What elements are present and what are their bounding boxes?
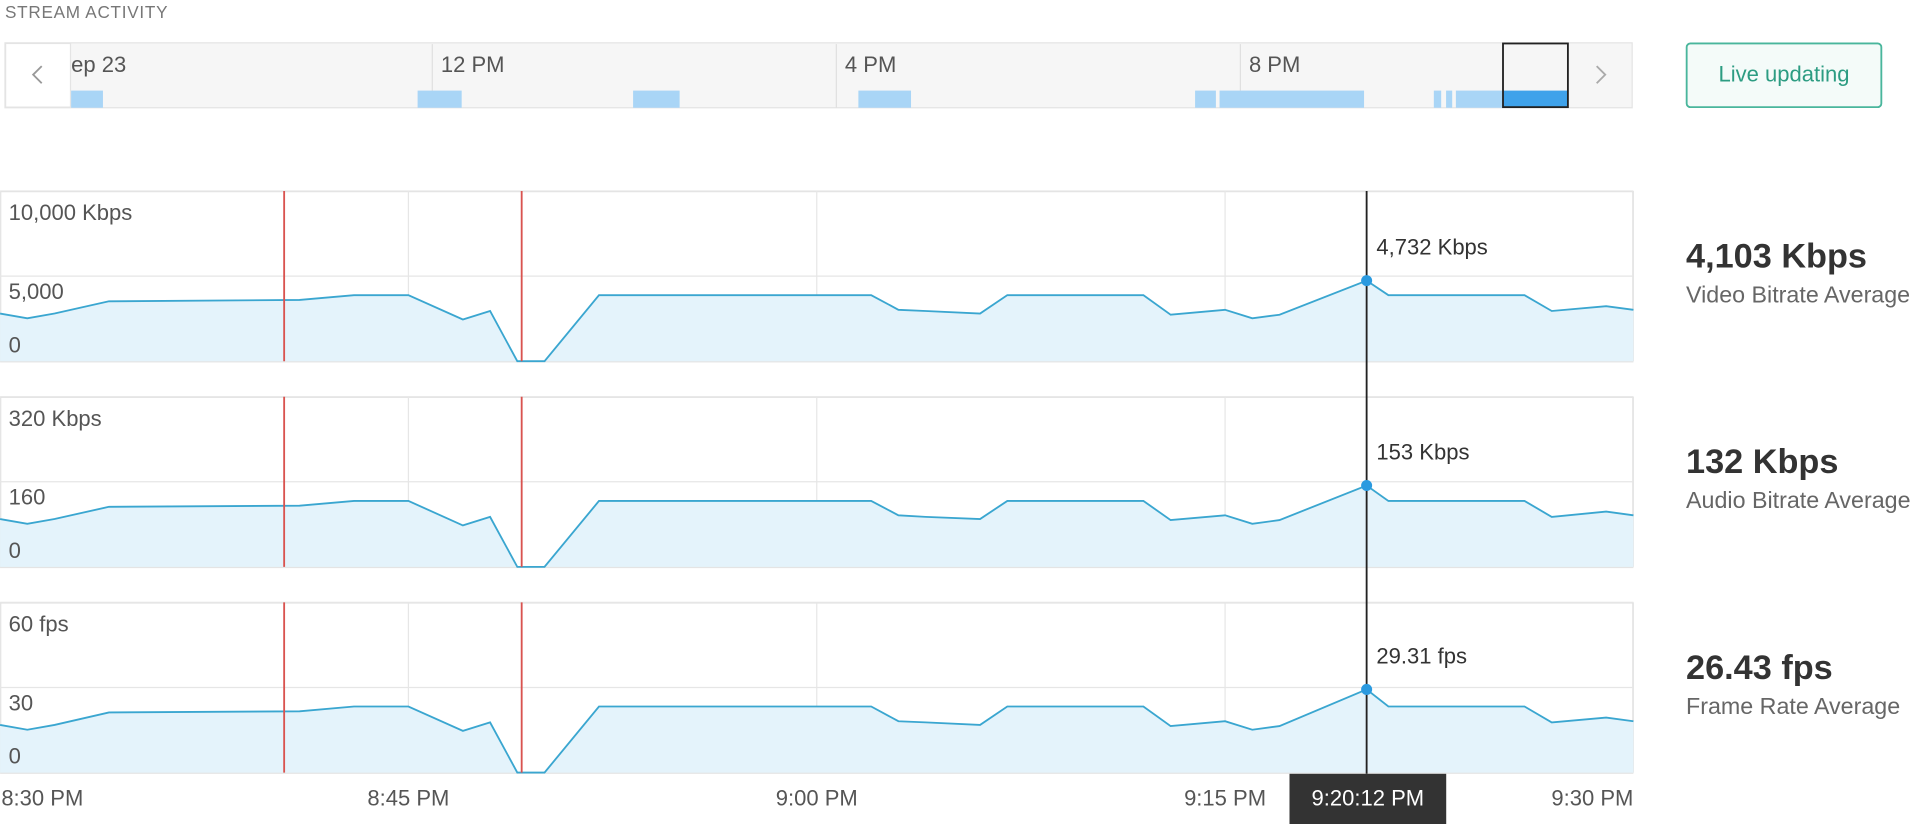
timeline-label: 8 PM: [1249, 52, 1300, 77]
x-tick-label: 9:30 PM: [1551, 785, 1633, 810]
y-tick-label: 60 fps: [9, 611, 69, 636]
y-tick-label: 10,000 Kbps: [9, 200, 133, 225]
activity-block: [633, 90, 680, 108]
summary-value: 132 Kbps: [1686, 443, 1838, 481]
cursor-time: 9:20:12 PM: [1312, 785, 1425, 810]
summary-label: Audio Bitrate Average: [1686, 487, 1910, 513]
activity-block: [1446, 90, 1453, 108]
value-label: 153 Kbps: [1376, 439, 1469, 464]
summary-value: 4,103 Kbps: [1686, 237, 1867, 275]
line: [0, 688, 1634, 774]
area: [0, 280, 1634, 362]
timeline-label: 4 PM: [845, 52, 896, 77]
summary-value: 26.43 fps: [1686, 649, 1833, 687]
y-tick-label: 320 Kbps: [9, 406, 102, 431]
line: [0, 279, 1634, 363]
charts: 0 5,000 10,000 Kbps 4,103 Kbps Video Bitrate…: [0, 190, 1911, 810]
timeline-selection[interactable]: [1502, 42, 1569, 109]
highlight-point: [1361, 480, 1373, 492]
section-title: STREAM ACTIVITY: [5, 2, 168, 22]
y-tick-label: 0: [9, 538, 21, 563]
value-label-bg: [1371, 234, 1497, 264]
y-tick-label: 0: [9, 332, 21, 357]
timeline-label: 12 PM: [441, 52, 505, 77]
value-label-bg: [1371, 642, 1486, 673]
live-button[interactable]: [1685, 42, 1883, 109]
y-tick-label: 0: [9, 744, 21, 769]
highlight-point: [1361, 275, 1373, 287]
line: [0, 484, 1634, 568]
live-button-label: Live updating: [1719, 62, 1850, 87]
area: [0, 689, 1634, 773]
cursor-time-bg: [1289, 773, 1447, 824]
activity-block: [1455, 90, 1503, 108]
overlay: 4,732 Kbps 153 Kbps 29.31 fps 9:20:12 PM: [1289, 191, 1497, 824]
value-label-bg: [1371, 438, 1474, 469]
activity-blocks: [71, 90, 1503, 108]
highlight-point: [1361, 683, 1373, 695]
prev-arrow: [31, 65, 43, 84]
activity-block: [1219, 90, 1365, 108]
x-tick-label: 9:15 PM: [1184, 785, 1266, 810]
timeline-label: ep 23: [71, 52, 126, 77]
activity-block-selected: [1503, 90, 1569, 108]
y-tick-label: 160: [9, 485, 46, 510]
x-tick-label: 9:00 PM: [776, 785, 858, 810]
timeline: [4, 42, 1633, 109]
timeline-prev[interactable]: [4, 42, 72, 108]
activity-block: [1195, 90, 1216, 108]
y-tick-label: 5,000: [9, 279, 64, 304]
activity-block: [71, 90, 103, 108]
summary-label: Frame Rate Average: [1686, 693, 1900, 719]
timeline-next[interactable]: [1596, 65, 1607, 84]
x-tick-label: 8:45 PM: [367, 785, 449, 810]
summary-label: Video Bitrate Average: [1686, 281, 1910, 307]
value-label: 4,732 Kbps: [1376, 235, 1487, 260]
activity-block: [1433, 90, 1442, 108]
area: [0, 485, 1634, 567]
activity-block: [858, 90, 912, 108]
y-tick-label: 30: [9, 690, 34, 715]
x-tick-label: 8:30 PM: [1, 785, 83, 810]
activity-block: [417, 90, 462, 108]
value-label: 29.31 fps: [1376, 643, 1467, 668]
